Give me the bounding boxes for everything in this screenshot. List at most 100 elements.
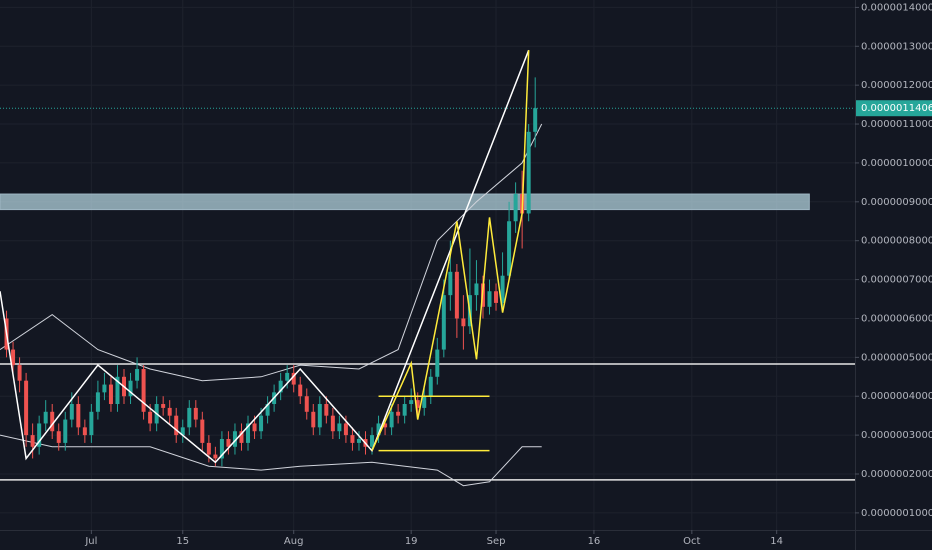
candle-body [428,376,433,397]
x-tick-label: Jul [84,536,97,547]
candle-body [494,291,499,303]
candle-body [206,442,211,455]
x-tick-label: 15 [176,536,189,547]
candle-body [174,415,179,436]
candle-body [76,404,81,428]
candle-body [17,365,22,381]
candle-body [350,435,355,443]
candle-body [526,131,531,214]
candle-body [259,415,264,432]
candle-body [128,380,133,397]
candle-body [213,454,218,459]
candle-body [454,271,459,319]
candle-body [402,404,407,416]
candle-body [56,431,61,443]
candle-body [43,411,48,424]
candle-body [11,349,16,366]
candle-body [161,404,166,408]
candle-body [95,392,100,412]
candle-body [193,407,198,420]
x-tick-label: 19 [405,536,418,547]
candle-body [200,419,205,443]
candle-body [389,411,394,428]
candle-body [246,423,251,443]
candle-body [69,404,74,420]
candle-body [50,411,55,432]
candle-body [148,411,153,424]
candle-body [356,439,361,443]
candle-body [461,318,466,327]
last-price-box [856,100,932,117]
candle-body [409,400,414,405]
candle-body [370,435,375,447]
band-upper [0,123,543,382]
candle-body [219,439,224,459]
candle-body [304,396,309,412]
candle-body [37,423,42,447]
candle-body [82,427,87,436]
zone [0,193,810,211]
candle-body [291,372,296,385]
candle-body [330,415,335,432]
candle-body [311,411,316,428]
pattern-line [371,50,530,452]
candle-body [232,431,237,447]
candle-body [187,407,192,428]
candle-body [487,291,492,307]
candle-body [441,295,446,350]
x-tick-label: Sep [487,536,506,547]
candle-body [337,423,342,432]
candle-body [24,380,29,436]
candle-body [474,283,479,296]
candle-body [108,384,113,405]
candle-body [383,423,388,428]
candle-body [396,411,401,416]
candle-body [298,384,303,397]
candle-body [141,369,146,412]
candle-body [265,404,270,416]
candle-body [507,221,512,276]
candle-body [115,376,120,405]
candle-body [343,423,348,436]
candle-body [180,427,185,436]
candle-body [376,423,381,436]
candle-body [278,380,283,393]
band-lower [0,434,542,487]
candle-body [435,349,440,377]
x-tick-label: Oct [683,536,700,547]
candle-body [252,423,257,432]
candle-body [513,194,518,222]
x-tick-label: 14 [770,536,783,547]
last-price-label: 0.00000114069 [861,103,932,114]
candle-body [533,108,538,132]
candle-body [89,411,94,436]
y-tick-label: 0.00000140000 [861,2,932,13]
candle-body [422,396,427,408]
candle-body [415,400,420,408]
candle-body [239,431,244,443]
candle-body [226,439,231,447]
candle-body [324,404,329,416]
candle-body [30,435,35,447]
candle-body [448,271,453,296]
candle-body [285,372,290,381]
candle-body [500,275,505,303]
candle-body [63,419,68,443]
candle-body [317,404,322,428]
x-tick-label: 16 [588,536,601,547]
